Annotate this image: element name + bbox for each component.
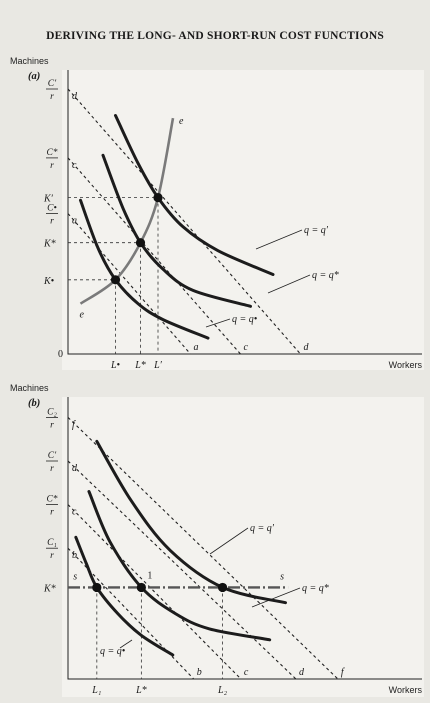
isocost-label-top-d: d [72,463,78,474]
x-tick-label: L• [110,360,121,371]
isoquant-curve [95,439,287,605]
panel-label: (a) [28,71,40,82]
isoquant-label: q = q• [232,314,258,325]
isocost-label-bottom-a: a [194,342,199,353]
x-tick-label: L₂ [217,685,228,696]
tangency-point [110,275,121,285]
y-axis-label: Machines [10,56,49,66]
isoquant-pointer [267,274,311,294]
y-tick-denominator: r [50,551,54,561]
x-tick-label: L* [135,685,147,696]
x-tick-label: L₁ [91,685,101,696]
panel-label: (b) [28,398,40,409]
panel-b: Machines Workers (b) b b c c d d f f s s q = q• q = q*… [10,383,422,696]
isoquant-label: q = q′ [250,523,275,534]
isocost-label-bottom-c: c [244,342,249,353]
tangency-point [135,238,146,248]
isocost-label-bottom-d: d [304,342,310,353]
isocost-line-c [67,157,241,355]
y-tick-numerator: C* [46,148,57,158]
isoquant-pointer [119,639,133,649]
isocost-label-top-b: b [72,550,77,561]
isocost-label-top-a: a [72,216,77,227]
isocost-label-top-f: f [72,419,76,430]
isocost-label-bottom-d: d [299,667,305,678]
y-tick-label: K• [43,276,55,287]
isoquant-curve [79,198,210,340]
y-tick-denominator: r [50,508,54,518]
isoquant-pointer [205,318,231,328]
isoquant-label: q = q′ [304,225,329,236]
isoquant-pointer [255,229,303,250]
isocost-line-a [67,213,191,355]
y-tick-numerator: C′ [48,79,57,89]
axes [67,397,422,680]
point-label: 1 [147,570,152,581]
x-axis-label: Workers [389,360,423,370]
isoquant-curve [74,535,175,657]
axes [67,70,422,355]
origin-label: 0 [58,349,63,360]
y-tick-denominator: r [50,464,54,474]
panel-a: Machines Workers (a) 0 a a c c d d e e q = q• q = q* q… [10,56,422,371]
tangency-point [153,193,163,203]
tangency-point [136,582,146,593]
y-tick-denominator: r [50,217,54,227]
isocost-label-top-d: d [72,91,78,102]
isocost-label-top-c: c [72,507,77,518]
isocost-line-c [67,504,242,680]
isocost-line-d [67,88,301,355]
expansion-label-bottom: e [80,310,85,321]
x-tick-label: L′ [153,360,163,371]
isocost-label-bottom-f: f [341,667,345,678]
isocost-line-d [67,460,297,680]
y-tick-denominator: r [50,161,54,171]
y-tick-numerator: C₂ [47,407,57,417]
isocost-label-bottom-c: c [244,667,249,678]
panel-a-background [62,70,424,370]
y-tick-denominator: r [50,420,54,430]
figure-title: DERIVING THE LONG- AND SHORT-RUN COST FU… [46,30,384,42]
isocost-label-top-c: c [72,160,77,171]
x-tick-label: L* [134,360,146,371]
tangency-point [217,582,228,593]
y-tick-denominator: r [50,92,54,102]
y-tick-label: K* [43,583,56,594]
isoquant-label: q = q• [100,646,126,657]
panel-b-background [62,397,424,697]
y-tick-numerator: C′ [48,451,57,461]
tangency-point [92,582,102,593]
short-run-label-right: s [280,571,284,582]
isoquant-curve [101,153,252,308]
isoquant-pointer [251,587,301,608]
y-tick-label: K* [43,239,56,250]
isoquant-curve [87,490,272,642]
y-tick-label: K′ [43,194,54,205]
short-run-label-left: s [73,571,77,582]
y-tick-numerator: C• [47,204,57,214]
y-tick-numerator: C* [46,495,57,505]
isoquant-label: q = q* [312,270,339,281]
isocost-label-bottom-b: b [197,667,202,678]
isocost-line-f [67,417,339,680]
isoquant-curve [114,114,275,276]
x-axis-label: Workers [389,685,423,695]
y-axis-label: Machines [10,383,49,393]
expansion-label-top: e [179,116,184,127]
isoquant-pointer [209,527,249,555]
y-tick-numerator: C₁ [47,538,57,548]
isoquant-label: q = q* [302,583,329,594]
